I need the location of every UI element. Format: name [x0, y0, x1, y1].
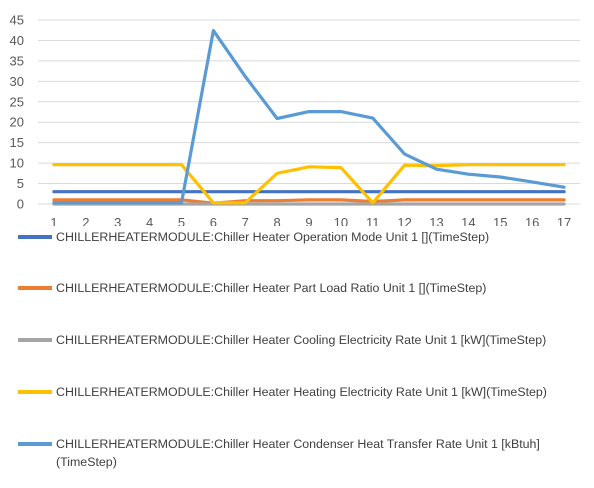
y-tick-label: 40 — [10, 33, 24, 48]
x-tick-label: 17 — [557, 215, 571, 226]
x-tick-label: 6 — [210, 215, 217, 226]
x-axis-ticks: 1 2 3 4 5 6 7 8 9 10 11 12 13 14 15 16 17 — [50, 215, 571, 226]
legend-swatch — [18, 390, 52, 394]
legend-item: CHILLERHEATERMODULE:Chiller Heater Cooli… — [18, 331, 546, 349]
legend-label: CHILLERHEATERMODULE:Chiller Heater Heati… — [56, 385, 547, 399]
x-tick-label: 12 — [397, 215, 411, 226]
x-tick-label: 4 — [146, 215, 153, 226]
x-tick-label: 11 — [366, 215, 380, 226]
series-line-2 — [52, 198, 566, 205]
y-tick-label: 5 — [17, 176, 24, 191]
legend-label: CHILLERHEATERMODULE:Chiller Heater Part … — [56, 281, 487, 295]
x-tick-label: 15 — [493, 215, 507, 226]
x-tick-label: 5 — [178, 215, 185, 226]
x-tick-label: 7 — [242, 215, 249, 226]
legend-swatch — [18, 442, 52, 446]
legend-item: CHILLERHEATERMODULE:Chiller Heater Part … — [18, 279, 486, 297]
legend-label: CHILLERHEATERMODULE:Chiller Heater Conde… — [56, 437, 540, 469]
series-lines — [52, 29, 566, 206]
x-tick-label: 10 — [334, 215, 348, 226]
x-tick-label: 8 — [274, 215, 281, 226]
legend-item: CHILLERHEATERMODULE:Chiller Heater Conde… — [18, 435, 588, 471]
legend-label: CHILLERHEATERMODULE:Chiller Heater Cooli… — [56, 333, 547, 347]
x-tick-label: 1 — [50, 215, 57, 226]
series-line-4 — [52, 163, 566, 205]
legend-label: CHILLERHEATERMODULE:Chiller Heater Opera… — [56, 230, 490, 244]
x-tick-label: 2 — [82, 215, 89, 226]
x-tick-label: 9 — [305, 215, 312, 226]
y-axis-ticks: 0 5 10 15 20 25 30 35 40 45 — [10, 13, 24, 212]
x-tick-label: 16 — [525, 215, 539, 226]
y-tick-label: 15 — [10, 135, 24, 150]
y-tick-label: 25 — [10, 94, 24, 109]
legend-swatch — [18, 286, 52, 290]
legend-item: CHILLERHEATERMODULE:Chiller Heater Heati… — [18, 383, 547, 401]
x-tick-label: 3 — [114, 215, 121, 226]
legend-swatch — [18, 338, 52, 342]
y-tick-label: 20 — [10, 115, 24, 130]
x-tick-label: 14 — [461, 215, 475, 226]
y-tick-label: 35 — [10, 53, 24, 68]
y-tick-label: 0 — [17, 197, 24, 212]
y-tick-label: 45 — [10, 13, 24, 28]
x-tick-label: 13 — [429, 215, 443, 226]
y-tick-label: 10 — [10, 156, 24, 171]
legend-swatch — [18, 235, 52, 239]
series-line-5 — [52, 29, 566, 205]
legend-item: CHILLERHEATERMODULE:Chiller Heater Opera… — [18, 228, 489, 246]
y-tick-label: 30 — [10, 74, 24, 89]
